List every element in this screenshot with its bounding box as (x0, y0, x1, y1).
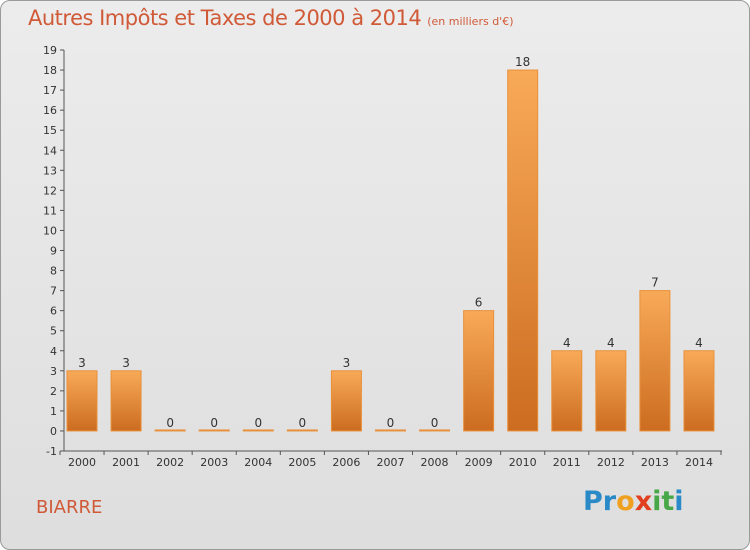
bar-2002 (154, 429, 186, 432)
data-label-2008: 0 (431, 416, 439, 430)
y-tick-label: 19 (43, 44, 57, 57)
y-tick-label: 12 (43, 184, 57, 197)
y-tick-label: 1 (50, 405, 57, 418)
y-tick-label: 3 (50, 365, 57, 378)
data-label-2010: 18 (515, 55, 530, 69)
data-label-2000: 3 (78, 356, 86, 370)
y-tick-label: 4 (50, 345, 57, 358)
bar-2005 (286, 429, 318, 432)
bar-2013 (639, 290, 671, 432)
bar-2000 (66, 370, 98, 432)
y-tick-label: 2 (50, 385, 57, 398)
data-label-2009: 6 (475, 296, 483, 310)
chart-unit-note: (en milliers d'€) (427, 15, 514, 28)
y-tick-label: 16 (43, 104, 57, 117)
x-tick-label: 2010 (509, 456, 537, 469)
x-tick-label: 2003 (200, 456, 228, 469)
logo-letter: i (674, 486, 684, 517)
logo-letter: P (583, 486, 603, 517)
x-tick-label: 2004 (244, 456, 272, 469)
bar-2007 (374, 429, 406, 432)
bar-2004 (242, 429, 274, 432)
data-label-2007: 0 (387, 416, 395, 430)
bar-2010 (507, 69, 539, 432)
data-label-2014: 4 (695, 336, 703, 350)
x-tick-label: 2011 (553, 456, 581, 469)
y-tick-label: 17 (43, 84, 57, 97)
logo-letter: i (652, 486, 662, 517)
logo-letter: r (602, 486, 617, 517)
bar-2006 (330, 370, 362, 432)
proxiti-logo[interactable]: Proxiti (583, 486, 684, 517)
y-tick-label: -1 (46, 445, 57, 458)
x-tick-label: 2009 (465, 456, 493, 469)
y-tick-label: 11 (43, 204, 57, 217)
data-label-2006: 3 (343, 356, 351, 370)
bar-2009 (463, 310, 495, 432)
bars (66, 69, 715, 432)
x-tick-label: 2002 (156, 456, 184, 469)
x-tick-label: 2014 (685, 456, 713, 469)
x-tick-label: 2007 (376, 456, 404, 469)
x-tick-label: 2006 (332, 456, 360, 469)
location-name: BIARRE (36, 497, 103, 518)
data-label-2001: 3 (122, 356, 130, 370)
bar-2012 (595, 350, 627, 432)
x-tick-label: 2013 (641, 456, 669, 469)
x-tick-label: 2008 (421, 456, 449, 469)
y-tick-label: 13 (43, 164, 57, 177)
bar-2003 (198, 429, 230, 432)
y-tick-label: 6 (50, 305, 57, 318)
data-label-2002: 0 (166, 416, 174, 430)
y-tick-label: 10 (43, 224, 57, 237)
y-tick-label: 7 (50, 285, 57, 298)
data-labels: 3 3 0 0 0 0 3 0 0 6 18 4 4 7 4 (78, 55, 703, 430)
logo-letter: t (661, 486, 675, 517)
x-tick-label: 2001 (112, 456, 140, 469)
y-tick-label: 0 (50, 425, 57, 438)
logo-letter: x (634, 486, 653, 517)
y-tick-label: 14 (43, 144, 57, 157)
data-label-2011: 4 (563, 336, 571, 350)
chart-title-text: Autres Impôts et Taxes de 2000 à 2014 (28, 6, 422, 30)
bar-2001 (110, 370, 142, 432)
data-label-2003: 0 (210, 416, 218, 430)
logo-letter: o (616, 486, 635, 517)
bar-2014 (683, 350, 715, 432)
bar-2008 (419, 429, 451, 432)
x-tick-label: 2012 (597, 456, 625, 469)
y-tick-label: 5 (50, 325, 57, 338)
x-tick-label: 2005 (288, 456, 316, 469)
data-label-2013: 7 (651, 276, 659, 290)
y-tick-label: 18 (43, 64, 57, 77)
y-tick-label: 8 (50, 265, 57, 278)
x-tick-label: 2000 (68, 456, 96, 469)
data-label-2005: 0 (299, 416, 307, 430)
bar-2011 (551, 350, 583, 432)
y-tick-label: 15 (43, 124, 57, 137)
chart-title: Autres Impôts et Taxes de 2000 à 2014 (en… (28, 6, 513, 30)
y-tick-label: 9 (50, 245, 57, 258)
data-label-2004: 0 (254, 416, 262, 430)
data-label-2012: 4 (607, 336, 615, 350)
